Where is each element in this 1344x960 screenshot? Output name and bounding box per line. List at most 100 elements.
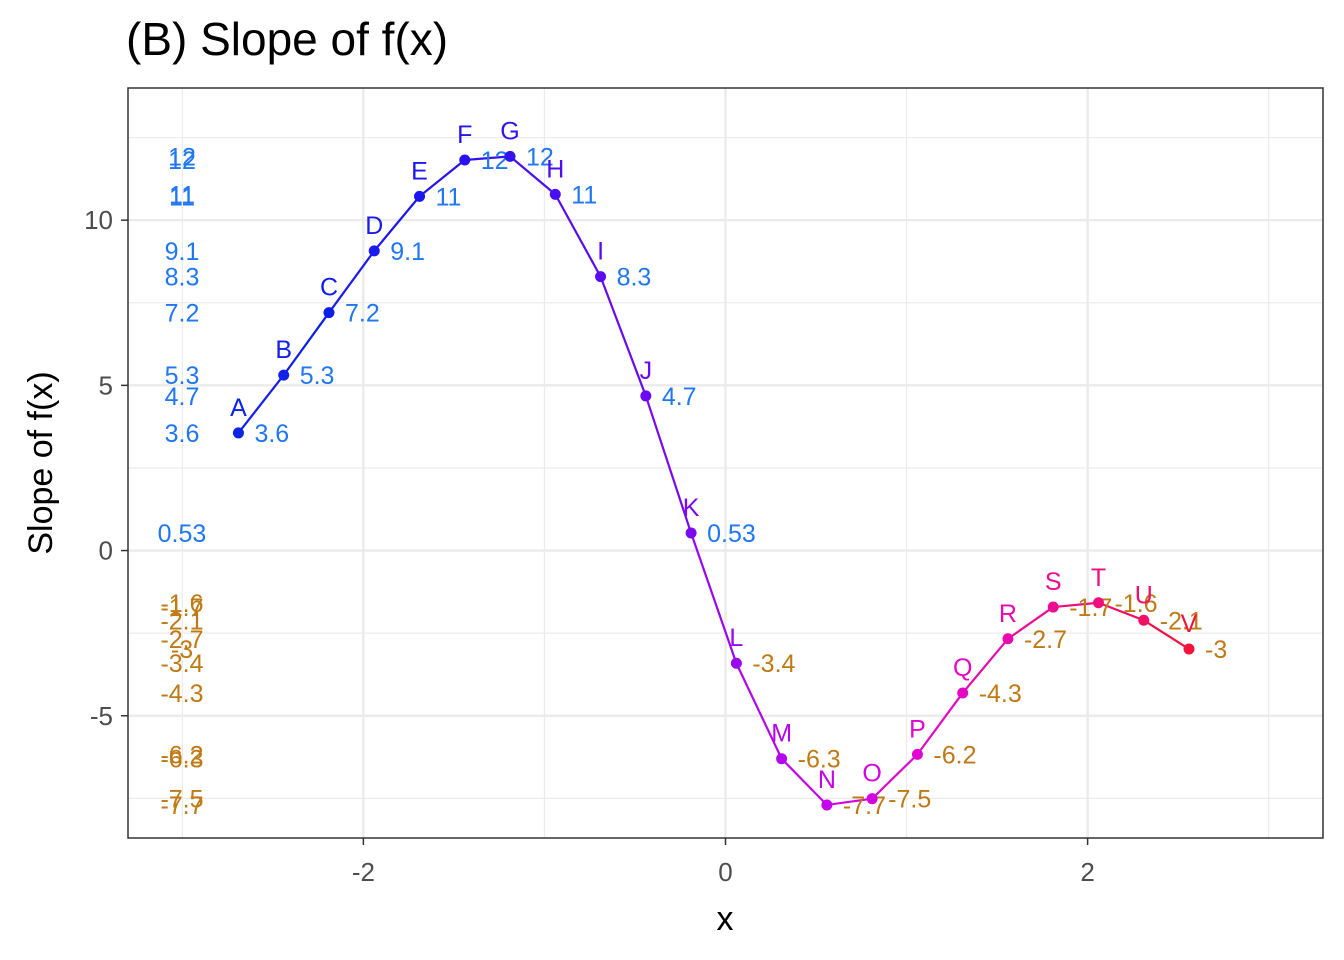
data-point-P: [911, 748, 923, 760]
data-point-T: [1092, 597, 1104, 609]
point-letter-label: S: [1045, 568, 1062, 596]
series-line-segment: [644, 395, 693, 534]
margin-value-label: 0.53: [158, 520, 207, 548]
point-letter-label: G: [500, 117, 519, 145]
point-letter-label: V: [1181, 610, 1198, 638]
series-line-segment: [780, 757, 828, 806]
point-letter-label: I: [597, 238, 604, 266]
point-value-label: -7.5: [888, 786, 931, 814]
point-value-label: 12: [526, 143, 554, 171]
point-letter-label: T: [1091, 564, 1106, 592]
data-point-J: [640, 390, 652, 402]
point-value-label: -7.7: [843, 792, 886, 820]
point-value-label: -4.3: [979, 680, 1022, 708]
series-line-segment: [282, 312, 330, 376]
point-letter-label: U: [1135, 581, 1153, 609]
data-point-R: [1002, 633, 1014, 645]
series-line-segment: [1143, 619, 1190, 650]
series-line-segment: [554, 193, 602, 278]
point-letter-label: C: [320, 274, 338, 302]
point-letter-label: K: [683, 494, 700, 522]
point-letter-label: N: [818, 766, 836, 794]
x-tick-label: 0: [718, 857, 732, 887]
point-letter-label: Q: [953, 654, 972, 682]
x-tick-label: 2: [1080, 857, 1094, 887]
series-line-segment: [464, 155, 511, 162]
point-letter-label: J: [640, 357, 653, 385]
data-point-I: [595, 271, 607, 283]
margin-value-label: 7.2: [165, 300, 200, 328]
series-line-segment: [1053, 601, 1099, 609]
x-tick-label: -2: [352, 857, 375, 887]
data-point-H: [549, 188, 561, 200]
point-value-label: 5.3: [300, 362, 335, 390]
point-value-label: -1.6: [1114, 590, 1157, 618]
data-point-C: [323, 307, 335, 319]
margin-value-label: -2.1: [160, 607, 203, 635]
point-value-label: -6.3: [798, 746, 841, 774]
data-point-L: [730, 657, 742, 669]
data-point-D: [368, 245, 380, 257]
y-tick-label: 10: [84, 205, 113, 235]
point-letter-label: H: [546, 155, 564, 183]
margin-value-label: -3.4: [160, 650, 203, 678]
margin-value-label: -1.6: [160, 590, 203, 618]
margin-value-label: 11: [169, 183, 195, 211]
margin-value-label: -7.7: [160, 792, 203, 820]
margin-value-label: -4.3: [160, 680, 203, 708]
axis-layer: -2 0 2 -5 0 5 10: [84, 205, 1095, 887]
point-letter-label: R: [999, 600, 1017, 628]
y-tick-label: -5: [90, 701, 113, 731]
point-letter-label: O: [862, 760, 881, 788]
point-value-label: 7.2: [345, 300, 380, 328]
margin-value-label: -2.7: [160, 626, 203, 654]
data-point-V: [1183, 643, 1195, 655]
series-line-segment: [961, 638, 1009, 694]
series-line-segment: [871, 753, 919, 800]
margin-value-label: 3.6: [165, 420, 200, 448]
point-letter-label: D: [365, 212, 383, 240]
y-axis-title: Slope of f(x): [22, 371, 60, 554]
point-value-label: 0.53: [707, 520, 756, 548]
series-line-segment: [328, 250, 376, 314]
data-point-F: [459, 154, 471, 166]
margin-value-label: -7.5: [160, 786, 203, 814]
series-line-segment: [690, 532, 738, 664]
point-value-label: -3.4: [752, 650, 795, 678]
margin-value-label: -6.2: [160, 741, 203, 769]
data-point-M: [776, 753, 788, 765]
point-value-label: 3.6: [254, 420, 289, 448]
point-value-label: 12: [481, 147, 509, 175]
margin-value-label: 11: [169, 181, 195, 209]
margin-value-label: 12: [168, 143, 196, 171]
margin-value-label: -3: [171, 636, 193, 664]
margin-value-label: -1.7: [160, 594, 203, 622]
point-value-label: 9.1: [390, 238, 425, 266]
series-line-segment: [418, 159, 466, 198]
point-letter-label: L: [729, 624, 743, 652]
data-point-K: [685, 527, 697, 539]
series-line-segment: [826, 797, 873, 807]
point-value-label: 11: [436, 183, 462, 211]
data-point-G: [504, 150, 516, 162]
y-tick-label: 0: [99, 536, 113, 566]
data-point-O: [866, 793, 878, 805]
data-point-S: [1047, 601, 1059, 613]
margin-labels-layer: 3.65.37.29.1111212118.34.70.53-3.4-6.3-7…: [158, 143, 207, 820]
point-letter-label: B: [275, 336, 292, 364]
point-letter-label: P: [909, 715, 926, 743]
point-value-label: 11: [571, 181, 597, 209]
margin-value-label: 4.7: [165, 383, 200, 411]
series-line-segment: [373, 195, 421, 252]
point-letter-label: E: [411, 157, 428, 185]
margin-value-label: 9.1: [165, 238, 200, 266]
margin-value-label: 8.3: [165, 264, 200, 292]
series-line-segment: [599, 276, 647, 397]
y-tick-label: 5: [99, 370, 113, 400]
grid-layer: [128, 88, 1323, 838]
margin-value-label: 12: [168, 147, 196, 175]
margin-value-label: 5.3: [165, 362, 200, 390]
point-value-label: 4.7: [662, 383, 697, 411]
data-point-A: [232, 427, 244, 439]
